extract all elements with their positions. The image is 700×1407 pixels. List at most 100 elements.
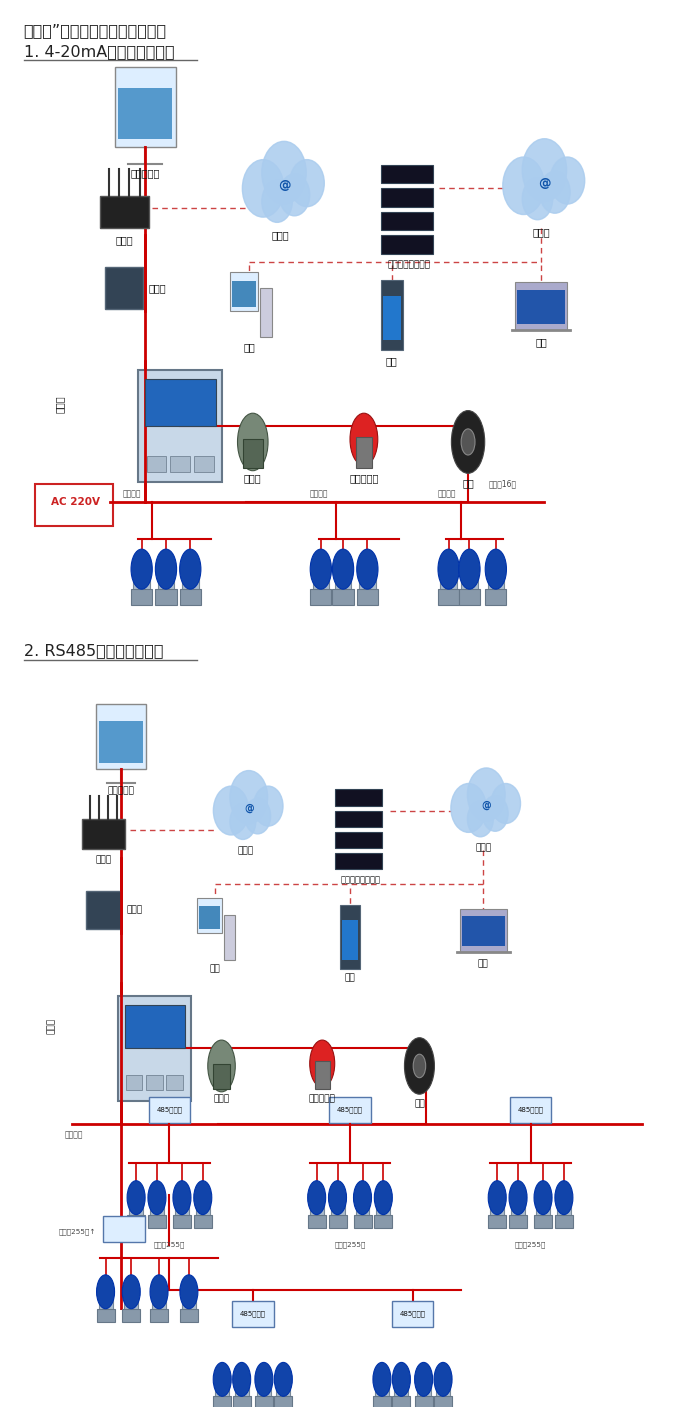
Bar — [214, 1396, 231, 1407]
Ellipse shape — [468, 768, 505, 822]
Ellipse shape — [468, 801, 493, 837]
Ellipse shape — [550, 158, 584, 204]
Text: @: @ — [538, 177, 551, 190]
Bar — [155, 590, 176, 605]
Text: 风机: 风机 — [462, 478, 474, 488]
Text: 互联网: 互联网 — [272, 231, 289, 241]
Circle shape — [180, 549, 201, 590]
Circle shape — [374, 1180, 392, 1214]
Ellipse shape — [242, 159, 284, 217]
Text: 信号输出: 信号输出 — [309, 490, 328, 498]
Text: AC 220V: AC 220V — [51, 497, 100, 507]
Bar — [115, 68, 176, 146]
Bar — [557, 1197, 571, 1217]
Circle shape — [194, 1180, 212, 1214]
Bar — [104, 1216, 145, 1242]
Bar — [440, 570, 457, 591]
Text: 信号输出: 信号输出 — [122, 490, 141, 498]
Ellipse shape — [451, 784, 486, 833]
Bar — [86, 891, 120, 929]
Bar — [555, 1214, 573, 1228]
Ellipse shape — [214, 787, 248, 834]
Text: 可连接255台: 可连接255台 — [515, 1242, 546, 1248]
Bar — [490, 1197, 504, 1217]
Ellipse shape — [503, 158, 545, 214]
Circle shape — [127, 1180, 145, 1214]
Ellipse shape — [540, 172, 570, 214]
Text: 信号输出: 信号输出 — [65, 1130, 83, 1140]
Text: 路由器: 路由器 — [116, 235, 133, 245]
Circle shape — [488, 1180, 506, 1214]
Bar — [392, 1300, 433, 1327]
Bar — [99, 1292, 113, 1310]
Circle shape — [309, 1040, 335, 1088]
Ellipse shape — [230, 771, 267, 825]
Bar — [215, 1379, 229, 1399]
Bar — [373, 1396, 391, 1407]
Bar — [382, 212, 433, 231]
Circle shape — [148, 1180, 166, 1214]
Text: 可连接16个: 可连接16个 — [489, 480, 517, 488]
Bar — [511, 1197, 525, 1217]
Bar — [194, 456, 214, 471]
Circle shape — [97, 1275, 115, 1309]
Bar — [173, 1214, 191, 1228]
Bar — [394, 1379, 408, 1399]
Circle shape — [214, 1362, 231, 1396]
Text: 电脑: 电脑 — [209, 965, 220, 974]
Circle shape — [452, 411, 484, 473]
Bar — [126, 1075, 143, 1090]
Bar — [167, 1075, 183, 1090]
Bar — [127, 1214, 145, 1228]
Bar — [356, 1197, 370, 1217]
Text: 485中继器: 485中继器 — [156, 1106, 183, 1113]
Text: 转换器: 转换器 — [149, 283, 167, 293]
Text: 485中继器: 485中继器 — [337, 1106, 363, 1113]
Text: 手机: 手机 — [344, 974, 356, 982]
Bar — [335, 832, 382, 848]
Text: 通讯线: 通讯线 — [55, 395, 64, 412]
Circle shape — [310, 549, 332, 590]
Circle shape — [308, 1180, 326, 1214]
Bar — [357, 590, 378, 605]
Circle shape — [461, 429, 475, 454]
Text: 声光报警器: 声光报警器 — [349, 473, 379, 484]
Bar — [213, 1064, 230, 1089]
Circle shape — [155, 549, 176, 590]
Text: 电磁阀: 电磁阀 — [244, 473, 262, 484]
Bar — [461, 570, 477, 591]
Circle shape — [150, 1275, 168, 1309]
Bar — [146, 456, 167, 471]
Bar — [374, 1214, 392, 1228]
Text: 可连接255台: 可连接255台 — [154, 1242, 185, 1248]
Bar — [534, 1214, 552, 1228]
Circle shape — [208, 1040, 235, 1092]
Circle shape — [131, 549, 153, 590]
Circle shape — [354, 1180, 372, 1214]
Text: 互联网: 互联网 — [238, 846, 254, 855]
Bar — [138, 370, 221, 483]
Circle shape — [485, 549, 507, 590]
Text: 单机版电脑: 单机版电脑 — [107, 787, 134, 795]
Bar — [150, 1309, 168, 1323]
Text: 互联网: 互联网 — [475, 843, 491, 853]
Bar — [148, 1097, 190, 1123]
Ellipse shape — [522, 177, 553, 219]
Circle shape — [332, 549, 354, 590]
Circle shape — [458, 549, 480, 590]
Bar — [382, 189, 433, 207]
Bar — [180, 590, 201, 605]
Bar — [197, 898, 222, 933]
Bar — [458, 590, 480, 605]
Circle shape — [509, 1180, 527, 1214]
Bar — [509, 1214, 527, 1228]
Bar — [488, 570, 504, 591]
Circle shape — [414, 1362, 433, 1396]
Bar — [383, 295, 400, 340]
Bar — [416, 1379, 430, 1399]
Bar — [134, 570, 150, 591]
Bar — [199, 906, 220, 930]
Bar — [99, 720, 143, 763]
Circle shape — [373, 1362, 391, 1396]
Bar — [158, 570, 174, 591]
